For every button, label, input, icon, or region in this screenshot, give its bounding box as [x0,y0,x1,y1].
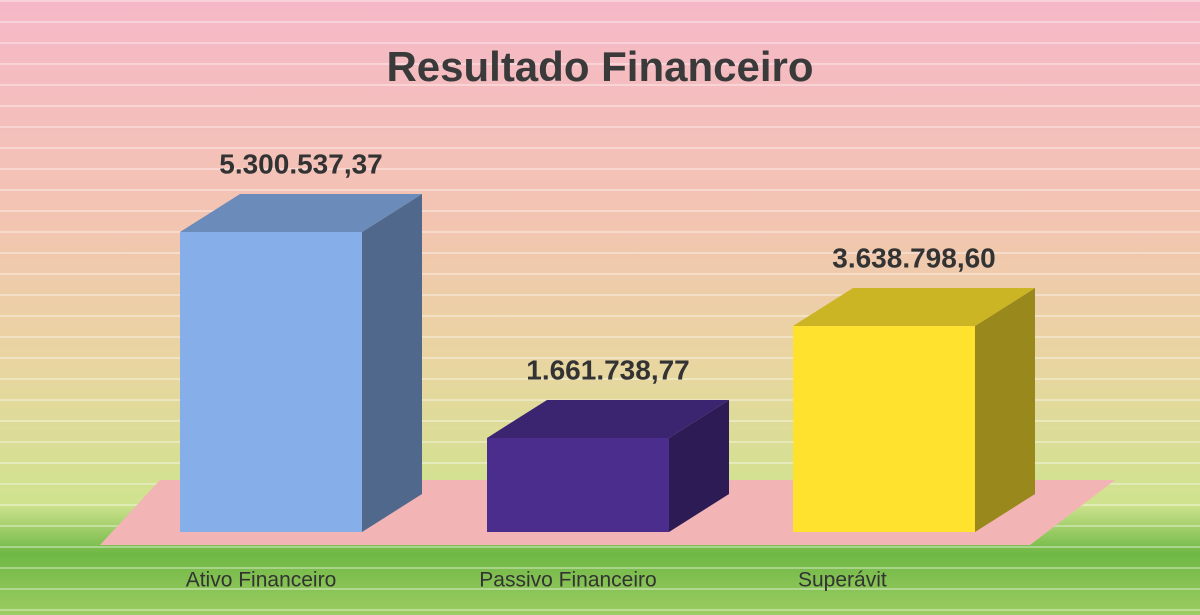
bar [487,437,669,532]
value-label: 3.638.798,60 [832,242,996,273]
bar [793,326,975,532]
bar [180,232,362,532]
value-label: 1.661.738,77 [526,354,690,385]
bar-top [487,399,729,438]
bar-side [669,399,729,532]
bar-side [975,288,1035,532]
chart-title: Resultado Financeiro [386,43,813,90]
bar-side [362,194,422,532]
value-label: 5.300.537,37 [219,148,383,179]
x-tick-label: Ativo Financeiro [186,569,337,592]
x-tick-label: Passivo Financeiro [479,569,656,592]
bar-top [180,194,422,232]
x-tick-label: Superávit [798,569,887,592]
bar-top [793,288,1035,327]
